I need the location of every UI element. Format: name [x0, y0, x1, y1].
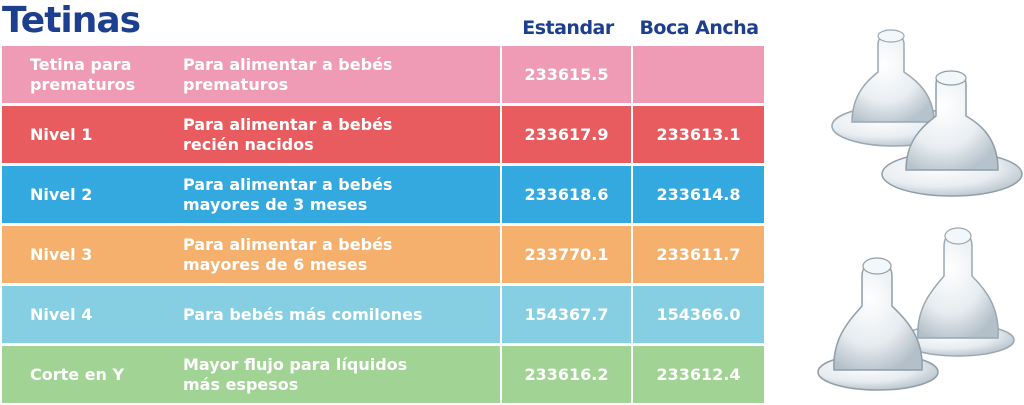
row-description-line1: Para alimentar a bebés — [183, 174, 393, 194]
standard-code: 233770.1 — [524, 244, 609, 264]
row-name-line2: prematuros — [30, 74, 136, 94]
wide-code: 233613.1 — [656, 124, 741, 144]
row-description: Para alimentar a bebés mayores de 3 meses — [183, 166, 500, 223]
row-description-line2: prematuros — [183, 74, 289, 94]
standard-code: 233618.6 — [524, 184, 609, 204]
row-description-line2: mayores de 6 meses — [183, 254, 368, 274]
row-description-line2: más espesos — [183, 374, 299, 394]
row-name-line1: Nivel 2 — [30, 184, 93, 204]
wide-cell-background — [633, 286, 764, 343]
wide-cell-background — [633, 46, 764, 103]
standard-cell-background — [502, 346, 631, 403]
nipple-photo-top — [831, 29, 1023, 197]
row-description: Para alimentar a bebés mayores de 6 meses — [183, 226, 500, 283]
row-name: Nivel 2 — [2, 166, 500, 223]
row-description: Para alimentar a bebés recién nacidos — [183, 106, 500, 163]
standard-cell-background — [502, 46, 631, 103]
wide-cell-background — [633, 226, 764, 283]
wide-cell-background — [633, 346, 764, 403]
row-description-line1: Mayor flujo para líquidos — [183, 354, 408, 374]
row-description: Para alimentar a bebés prematuros — [183, 46, 500, 103]
standard-cell-background — [502, 286, 631, 343]
row-name: Nivel 4 — [2, 286, 500, 343]
column-header-wide: Boca Ancha — [639, 17, 759, 39]
standard-cell-background — [502, 106, 631, 163]
standard-code: 154367.7 — [524, 304, 609, 324]
row-description-line1: Para alimentar a bebés — [183, 114, 393, 134]
row-name: Corte en Y — [2, 346, 500, 403]
row-background — [2, 346, 500, 403]
wide-cell-background — [633, 166, 764, 223]
row-background — [2, 286, 500, 343]
row-background — [2, 226, 500, 283]
standard-cell-background — [502, 226, 631, 283]
standard-code: 233617.9 — [524, 124, 609, 144]
row-name: Nivel 1 — [2, 106, 500, 163]
wide-cell-background — [633, 106, 764, 163]
row-name-line1: Tetina para — [30, 54, 132, 74]
row-background — [2, 46, 500, 103]
row-name: Nivel 3 — [2, 226, 500, 283]
wide-code: 233612.4 — [656, 364, 741, 384]
row-description-line1: Para alimentar a bebés — [183, 234, 393, 254]
row-name-line1: Nivel 4 — [30, 304, 93, 324]
row-name-line1: Nivel 3 — [30, 244, 93, 264]
standard-cell-background — [502, 166, 631, 223]
row-name: Tetina para prematuros — [2, 46, 500, 103]
wide-code: 233611.7 — [656, 244, 741, 264]
row-description-line2: mayores de 3 meses — [183, 194, 368, 214]
row-description-line1: Para bebés más comilones — [183, 304, 423, 324]
wide-code — [633, 46, 764, 103]
wide-code: 233614.8 — [656, 184, 741, 204]
row-description: Mayor flujo para líquidos más espesos — [183, 346, 500, 403]
column-header-standard: Estandar — [522, 17, 614, 39]
standard-code: 233616.2 — [524, 364, 609, 384]
row-description-line2: recién nacidos — [183, 134, 314, 154]
wide-code: 154366.0 — [656, 304, 741, 324]
standard-code: 233615.5 — [524, 64, 609, 84]
row-background — [2, 166, 500, 223]
row-description: Para bebés más comilones — [183, 286, 500, 343]
row-name-line1: Nivel 1 — [30, 124, 93, 144]
nipple-photo-bottom — [817, 227, 1015, 391]
row-name-line1: Corte en Y — [30, 364, 125, 384]
page-title: Tetinas — [2, 0, 141, 41]
row-background — [2, 106, 500, 163]
row-description-line1: Para alimentar a bebés — [183, 54, 393, 74]
